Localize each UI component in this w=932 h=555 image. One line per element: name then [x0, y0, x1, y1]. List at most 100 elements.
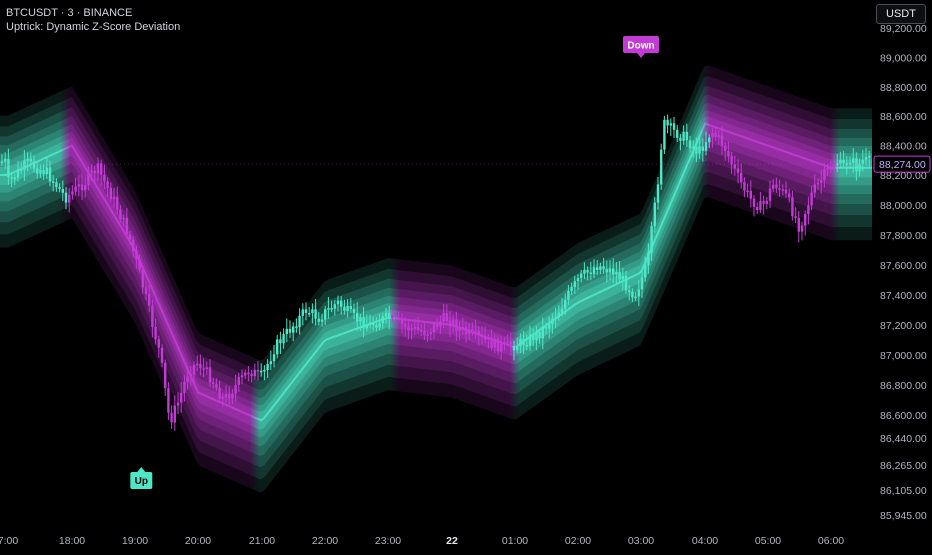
signal-up[interactable]: Up — [130, 467, 153, 489]
candle-body — [381, 316, 384, 323]
signal-down[interactable]: Down — [623, 36, 659, 58]
signal-down-label: Down — [627, 41, 654, 52]
candle-body — [263, 369, 266, 372]
candle-body — [240, 375, 244, 378]
candle-body — [234, 384, 237, 394]
candle-body — [397, 317, 400, 319]
candle-body — [106, 181, 109, 188]
candle-body — [388, 313, 391, 319]
candle-body — [42, 169, 45, 175]
candle-body — [186, 376, 189, 383]
candle-body — [416, 326, 420, 330]
candle-body — [189, 374, 192, 377]
time-tick-label: 19:00 — [122, 535, 148, 547]
candle-body — [436, 324, 439, 327]
candle-body — [128, 234, 132, 240]
candle-body — [36, 168, 39, 174]
candle-body — [653, 202, 656, 227]
candle-body — [378, 323, 381, 328]
candle-body — [266, 364, 269, 370]
candle-body — [295, 326, 298, 328]
candle-body — [77, 184, 80, 187]
candle-body — [637, 289, 640, 297]
candle-body — [794, 216, 797, 218]
candle-body — [391, 315, 394, 319]
candle-body — [535, 331, 538, 340]
candle-body — [490, 337, 493, 348]
candle-body — [285, 328, 288, 335]
candle-body — [477, 330, 480, 336]
candle-body — [48, 167, 52, 182]
candle-body — [528, 334, 532, 346]
candle-body — [138, 259, 141, 270]
candle-body — [93, 170, 96, 174]
candle-body — [109, 187, 112, 200]
currency-button[interactable]: USDT — [876, 4, 926, 24]
candle-body — [311, 309, 314, 314]
symbol-title[interactable]: BTCUSDT · 3 · BINANCE — [6, 7, 133, 19]
indicator-title[interactable]: Uptrick: Dynamic Z-Score Deviation — [6, 21, 181, 33]
candle-body — [32, 161, 36, 169]
candle-body — [551, 318, 554, 325]
candle-body — [100, 163, 103, 175]
candle-body — [743, 182, 746, 191]
candle-body — [532, 334, 535, 340]
candle-body — [813, 184, 816, 193]
candle-body — [711, 133, 714, 138]
candle-body — [384, 313, 388, 317]
signal-up-box — [130, 472, 153, 489]
candle-body — [231, 393, 234, 399]
time-tick-label: 03:00 — [628, 535, 654, 547]
time-tick-label: 02:00 — [565, 535, 591, 547]
candle-body — [836, 163, 839, 166]
candle-body — [564, 299, 567, 309]
price-tick-label: 86,800.00 — [880, 380, 927, 392]
candle-body — [199, 363, 202, 369]
candle-body — [183, 382, 186, 393]
candle-body — [829, 168, 832, 170]
candle-body — [394, 315, 397, 318]
candle-body — [692, 146, 695, 149]
candle-body — [727, 150, 730, 157]
price-tick-label: 88,400.00 — [880, 141, 927, 153]
candle-body — [663, 119, 666, 150]
signal-up-label: Up — [135, 476, 148, 487]
candle-body — [445, 313, 448, 321]
candle-body — [500, 343, 503, 352]
deviation-band — [0, 116, 880, 430]
candle-body — [631, 291, 634, 298]
time-axis[interactable]: 7:00 18:00 19:00 20:00 21:00 22:00 23:00 22 01:0… — [0, 526, 872, 550]
price-tick-label: 87,800.00 — [880, 230, 927, 242]
candle-body — [362, 316, 365, 329]
candle-body — [176, 402, 180, 406]
candle-body — [74, 186, 77, 192]
candle-body — [375, 324, 378, 328]
candle-body — [228, 394, 231, 399]
candle-body — [71, 191, 74, 195]
candle-body — [103, 174, 106, 182]
candle-body — [68, 194, 71, 203]
candle-body — [493, 338, 496, 348]
candle-body — [775, 184, 778, 189]
candle-body — [752, 198, 756, 207]
candle-body — [343, 306, 346, 311]
candle-body — [64, 192, 68, 203]
candle-body — [701, 146, 704, 151]
candle-body — [260, 370, 263, 373]
candle-body — [628, 290, 631, 292]
candle-body — [608, 268, 612, 273]
candle-body — [525, 344, 528, 347]
candle-body — [39, 169, 42, 174]
candle-body — [132, 239, 135, 251]
current-price-badge[interactable] — [873, 155, 931, 173]
candle-body — [842, 159, 845, 164]
candle-body — [660, 149, 663, 185]
candle-body — [26, 158, 29, 161]
candle-body — [666, 119, 669, 126]
candle-body — [212, 382, 215, 384]
candle-body — [29, 158, 32, 162]
time-tick-label: 22 — [446, 535, 458, 547]
